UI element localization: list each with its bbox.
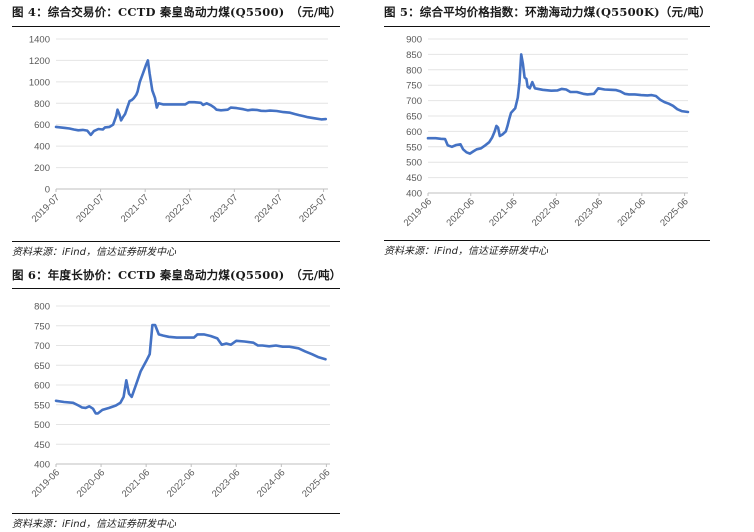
y-tick-label: 550: [34, 400, 50, 411]
title-rule: [12, 288, 340, 289]
y-tick-label: 600: [34, 120, 50, 131]
y-tick-label: 750: [406, 81, 422, 92]
y-tick-label: 200: [34, 163, 50, 174]
line-chart-fig5: 400 450 500 550 600 650 700 750 800 850 900 2019-06…: [402, 35, 691, 229]
title-rule: [384, 26, 710, 27]
x-tick-label: 2019-07: [30, 192, 62, 224]
x-tick-label: 2019-06: [30, 467, 62, 499]
series-line: [54, 323, 327, 415]
y-tick-label: 650: [34, 361, 50, 372]
y-tick-label: 0: [45, 185, 50, 196]
x-tick-label: 2021-06: [120, 467, 152, 499]
y-tick-label: 700: [34, 341, 50, 352]
source-rule: [12, 513, 340, 514]
y-tick-label: 800: [406, 65, 422, 76]
y-tick-label: 500: [34, 420, 50, 431]
chart-title: 图 6：年度长协价：CCTD 秦皇岛动力煤(Q5500) （元/吨）: [12, 268, 342, 282]
y-tick-label: 800: [34, 99, 50, 110]
y-tick-label: 850: [406, 50, 422, 61]
x-tick-label: 2024-06: [615, 196, 647, 228]
x-tick-label: 2023-06: [210, 467, 242, 499]
x-tick-label: 2021-06: [487, 196, 519, 228]
series-line: [54, 59, 328, 137]
x-tick-label: 2024-07: [253, 192, 285, 224]
source-rule: [384, 240, 710, 241]
y-tick-label: 750: [34, 321, 50, 332]
title-rule: [12, 26, 340, 27]
x-tick-label: 2019-06: [402, 196, 434, 228]
x-tick-label: 2021-07: [119, 192, 151, 224]
y-tick-label: 1200: [29, 56, 50, 67]
y-tick-label: 500: [406, 158, 422, 169]
series-line: [426, 53, 690, 155]
y-tick-label: 800: [34, 302, 50, 313]
y-tick-label: 600: [34, 381, 50, 392]
x-tick-label: 2024-06: [255, 467, 287, 499]
chart-title: 图 4：综合交易价：CCTD 秦皇岛动力煤(Q5500) （元/吨）: [12, 5, 342, 19]
y-tick-label: 1400: [29, 35, 50, 46]
x-tick-label: 2022-06: [530, 196, 562, 228]
y-tick-label: 400: [34, 142, 50, 153]
y-tick-label: 1000: [29, 77, 50, 88]
y-tick-label: 900: [406, 35, 422, 46]
x-tick-label: 2020-07: [74, 192, 106, 224]
chart-title: 图 5：综合平均价格指数：环渤海动力煤(Q5500K)（元/吨）: [384, 5, 712, 19]
chart-source: 资料来源：iFind，信达证券研发中心: [384, 246, 548, 257]
y-tick-label: 650: [406, 112, 422, 123]
x-tick-label: 2025-06: [300, 467, 332, 499]
chart-source: 资料来源：iFind，信达证券研发中心: [12, 247, 176, 258]
x-tick-label: 2023-06: [573, 196, 605, 228]
y-tick-label: 400: [34, 460, 50, 471]
chart-panel-fig5: 图 5：综合平均价格指数：环渤海动力煤(Q5500K)（元/吨） 400 450 5…: [384, 4, 712, 260]
y-tick-label: 400: [406, 189, 422, 200]
chart-panel-fig4: 图 4：综合交易价：CCTD 秦皇岛动力煤(Q5500) （元/吨） 0 200 4…: [12, 4, 342, 260]
x-tick-label: 2023-07: [208, 192, 240, 224]
line-chart-fig6: 400 450 500 550 600 650 700 750 800 2019-06 2020-0…: [30, 302, 333, 500]
source-rule: [12, 241, 340, 242]
x-tick-label: 2025-06: [658, 196, 690, 228]
x-tick-label: 2020-06: [444, 196, 476, 228]
x-tick-label: 2022-06: [165, 467, 197, 499]
x-tick-label: 2020-06: [75, 467, 107, 499]
y-tick-label: 450: [406, 173, 422, 184]
y-tick-label: 550: [406, 142, 422, 153]
chart-source: 资料来源：iFind，信达证券研发中心: [12, 519, 176, 530]
y-tick-label: 450: [34, 440, 50, 451]
line-chart-fig4: 0 200 400 600 800 1000 1200 1400 2019-07 2020-07 2…: [29, 35, 330, 225]
x-tick-label: 2025-07: [297, 192, 329, 224]
y-tick-label: 700: [406, 96, 422, 107]
chart-panel-fig6: 图 6：年度长协价：CCTD 秦皇岛动力煤(Q5500) （元/吨） 400 45…: [12, 267, 342, 531]
y-tick-label: 600: [406, 127, 422, 138]
x-tick-label: 2022-07: [163, 192, 195, 224]
